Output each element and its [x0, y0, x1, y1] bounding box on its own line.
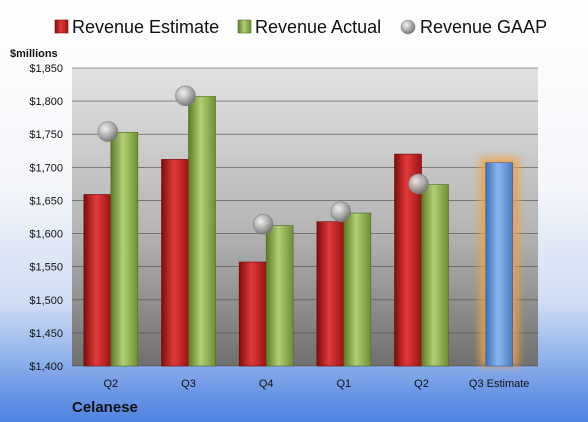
y-tick-label: $1,450 [29, 328, 63, 340]
legend-swatch-revenue-estimate [54, 19, 69, 34]
gaap-marker-2 [175, 85, 196, 107]
bar-revenue-actual-4 [343, 212, 372, 367]
legend: Revenue Estimate Revenue Actual Revenue … [54, 17, 547, 37]
y-tick-label: $1,750 [29, 129, 63, 141]
gaap-marker-5 [408, 173, 429, 195]
legend-swatch-revenue-actual [237, 19, 252, 34]
y-tick-label: $1,650 [29, 195, 63, 207]
legend-marker-revenue-gaap [400, 19, 416, 35]
x-tick-label: Q2 [414, 378, 429, 390]
gaap-marker-4 [330, 201, 352, 223]
y-tick-label: $1,600 [29, 229, 63, 241]
bar-revenue-actual-1 [110, 131, 139, 367]
bar-revenue-estimate-4 [316, 221, 345, 367]
bar-revenue-estimate-1 [83, 194, 112, 367]
x-tick-label: Q3 [181, 378, 196, 390]
legend-label-revenue-estimate: Revenue Estimate [72, 17, 219, 37]
x-tick-label: Q1 [336, 378, 351, 390]
x-tick-label: Q2 [103, 378, 118, 390]
y-tick-label: $1,800 [29, 96, 63, 108]
legend-label-revenue-actual: Revenue Actual [255, 17, 381, 37]
bar-revenue-actual-3 [265, 225, 294, 367]
y-tick-label: $1,550 [29, 262, 63, 274]
company-label: Celanese [72, 399, 138, 416]
gridlines [72, 67, 538, 367]
bar-revenue-estimate-3 [238, 261, 267, 367]
bar-revenue-estimate-2 [161, 159, 189, 367]
y-tick-label: $1,700 [29, 162, 63, 174]
plot-area [72, 68, 538, 366]
y-tick-label: $1,850 [29, 63, 63, 75]
x-axis: Q2 Q3 Q4 Q1 Q2 Q3 Estimate [103, 378, 529, 390]
bars [83, 85, 519, 367]
unit-label: $millions [10, 48, 58, 60]
x-tick-label: Q3 Estimate [469, 378, 530, 390]
legend-label-revenue-gaap: Revenue GAAP [420, 17, 547, 37]
x-tick-label: Q4 [259, 378, 274, 390]
y-tick-label: $1,400 [29, 361, 63, 373]
bar-revenue-actual-2 [188, 96, 216, 367]
y-tick-label: $1,500 [29, 295, 63, 307]
gaap-marker-1 [97, 121, 119, 142]
bar-revenue-actual-5 [421, 184, 449, 367]
gaap-marker-3 [252, 213, 274, 235]
bar-q3-estimate [485, 162, 513, 367]
y-axis: $1,400 $1,450 $1,500 $1,550 $1,600 $1,650 $1,7… [29, 63, 63, 373]
